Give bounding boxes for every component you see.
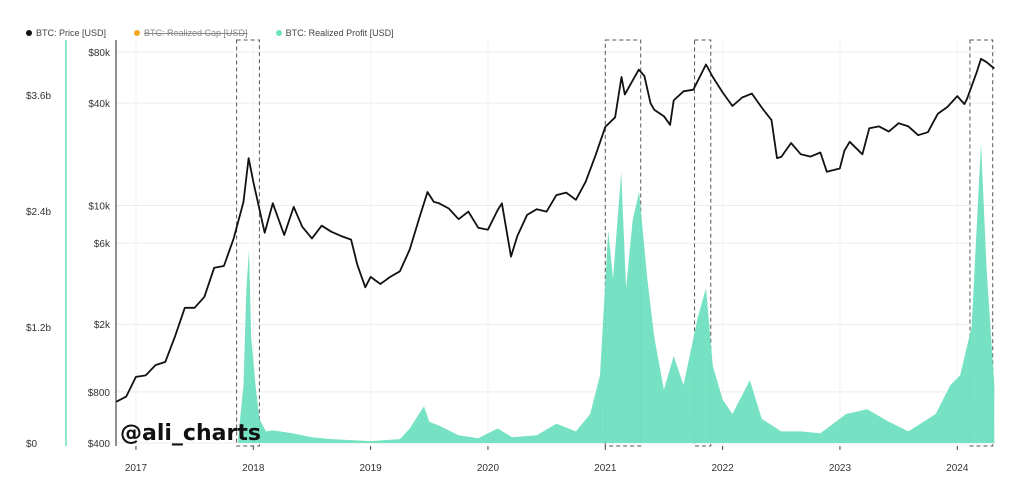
legend-dot-realized-cap bbox=[134, 30, 141, 36]
x-tick-label: 2020 bbox=[477, 463, 500, 474]
x-tick-label: 2017 bbox=[125, 463, 148, 474]
y-left-tick-label: $3.6b bbox=[26, 91, 51, 102]
legend-label-realized-cap: BTC: Realized Cap [USD] bbox=[144, 28, 248, 38]
y-right-tick-label: $800 bbox=[88, 388, 111, 399]
highlight-box bbox=[236, 39, 260, 447]
y-left-tick-label: $0 bbox=[26, 439, 38, 450]
legend-item-realized-profit[interactable]: BTC: Realized Profit [USD] bbox=[275, 26, 394, 40]
x-tick-label: 2022 bbox=[711, 463, 734, 474]
legend-dot-price bbox=[26, 30, 32, 36]
y-right-tick-label: $400 bbox=[88, 439, 111, 450]
x-tick-label: 2019 bbox=[359, 463, 382, 474]
x-tick-label: 2024 bbox=[946, 463, 969, 474]
legend-item-realized-cap[interactable]: BTC: Realized Cap [USD] bbox=[134, 26, 248, 40]
highlight-box bbox=[969, 39, 994, 447]
realized-profit-series bbox=[238, 143, 995, 444]
y-right-tick-label: $80k bbox=[88, 48, 111, 59]
y-left-tick-label: $1.2b bbox=[26, 323, 51, 334]
x-tick-label: 2018 bbox=[242, 463, 265, 474]
y-right-tick-label: $10k bbox=[88, 201, 111, 212]
legend-dot-realized-profit bbox=[275, 30, 282, 36]
highlight-box bbox=[694, 39, 712, 447]
legend-label-price: BTC: Price [USD] bbox=[36, 28, 107, 38]
axes: $0 $1.2b $2.4b $3.6b $400 $800 $2k $6k $10k $40k $… bbox=[26, 40, 969, 474]
x-tick-label: 2021 bbox=[594, 463, 617, 474]
y-right-tick-label: $6k bbox=[94, 239, 111, 250]
price-line bbox=[115, 57, 995, 403]
price-series bbox=[115, 57, 995, 403]
watermark: @ali_charts bbox=[120, 421, 261, 446]
x-tick-label: 2023 bbox=[829, 463, 852, 474]
legend-label-realized-profit: BTC: Realized Profit [USD] bbox=[285, 28, 394, 38]
y-left-tick-label: $2.4b bbox=[26, 207, 51, 218]
legend-item-price[interactable]: BTC: Price [USD] bbox=[26, 26, 106, 40]
realized-profit-area bbox=[238, 143, 995, 444]
chart-legend: BTC: Price [USD] BTC: Realized Cap [USD]… bbox=[26, 26, 394, 40]
y-right-tick-label: $2k bbox=[94, 320, 111, 331]
y-right-tick-label: $40k bbox=[88, 99, 111, 110]
